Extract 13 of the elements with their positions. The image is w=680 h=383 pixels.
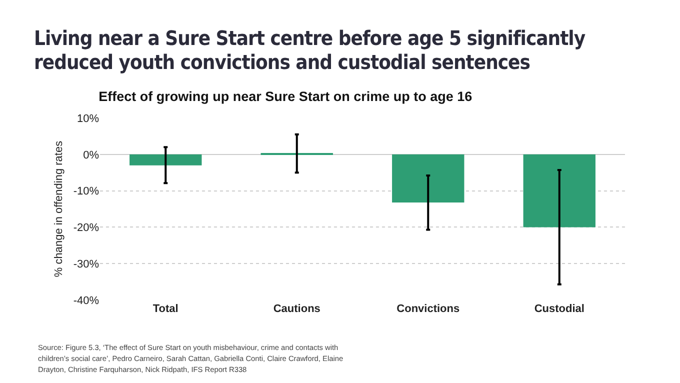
y-axis-title: % change in offending rates [52, 140, 65, 278]
y-tick-label: -40% [73, 294, 100, 307]
x-tick-label: Custodial [534, 303, 584, 315]
y-tick-label: -20% [73, 222, 100, 234]
y-tick-label: -10% [73, 186, 100, 198]
y-tick-label: 10% [76, 112, 100, 125]
y-tick-label: -30% [73, 258, 100, 270]
chart-subtitle: Effect of growing up near Sure Start on crime up to age 16 [98, 89, 473, 104]
x-tick-label: Cautions [273, 303, 320, 315]
x-tick-label: Total [152, 303, 178, 315]
y-tick-label: 0% [83, 149, 100, 162]
chart-title: Living near a Sure Start centre before age 5 significantly reduced youth convictions and custodial sentences [34, 26, 586, 74]
x-tick-label: Convictions [396, 303, 460, 315]
